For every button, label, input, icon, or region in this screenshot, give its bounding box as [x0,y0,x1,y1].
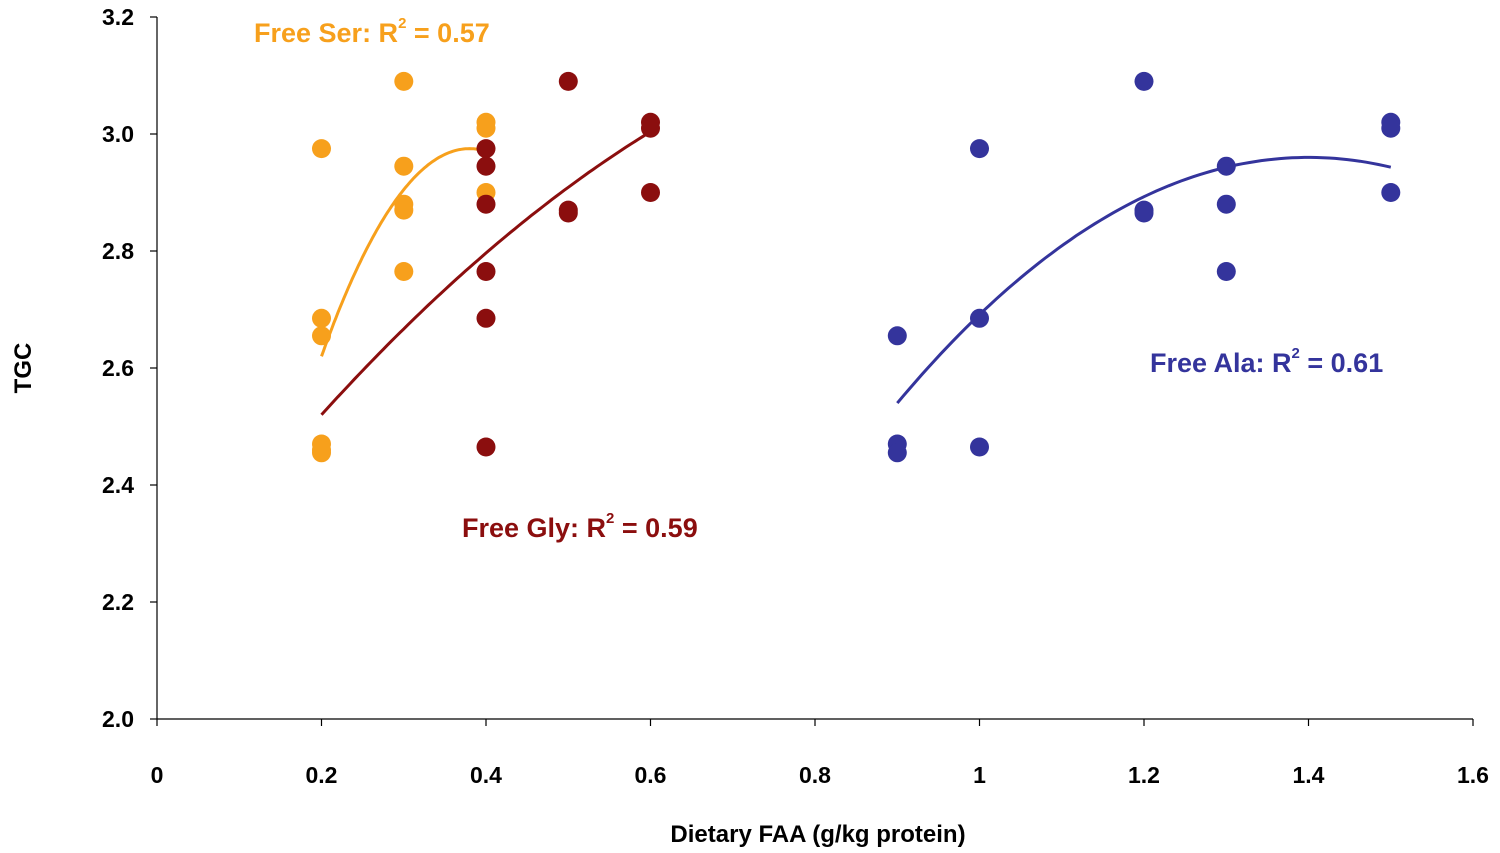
data-point-gly [476,156,496,176]
data-point-gly [476,437,496,457]
data-point-ala [1216,156,1236,176]
data-point-ser [312,139,331,159]
y-tick-label: 3.2 [102,4,134,30]
r2-annotation-ser: Free Ser: R2 = 0.57 [254,15,490,48]
x-tick-label: 0.8 [799,762,831,788]
y-tick-label: 2.4 [102,472,134,498]
x-tick-label: 1 [973,762,986,788]
x-tick-label: 0.4 [470,762,502,788]
y-tick-label: 2.8 [102,238,134,264]
data-point-gly [641,118,660,138]
trend-line-gly [320,130,652,416]
data-point-ala [1134,203,1154,223]
data-point-ala [887,443,907,463]
data-point-ser [476,118,496,138]
data-point-gly [476,262,496,281]
data-point-ala [970,437,989,457]
data-point-ser [312,443,331,463]
data-point-ala [1216,262,1236,281]
y-tick-label: 2.2 [102,589,134,615]
data-point-gly [558,203,578,223]
y-tick-label: 2.0 [102,706,134,732]
data-point-ala [1134,71,1154,91]
y-axis-title: TGC [10,343,37,394]
data-point-ser [394,71,414,91]
r2-annotation-ala: Free Ala: R2 = 0.61 [1150,345,1383,378]
data-point-gly [476,194,496,214]
x-axis-title: Dietary FAA (g/kg protein) [670,821,965,848]
x-tick-label: 0 [151,762,164,788]
data-point-ser [312,308,331,328]
x-tick-label: 1.2 [1128,762,1160,788]
x-tick-label: 0.6 [635,762,667,788]
data-point-gly [476,308,496,328]
data-point-ala [1381,183,1401,202]
data-point-ser [394,200,414,220]
x-tick-label: 1.6 [1457,762,1489,788]
x-tick-label: 0.2 [306,762,338,788]
data-point-ala [970,139,989,159]
data-point-ala [970,308,989,328]
data-point-gly [476,139,496,159]
y-tick-label: 2.6 [102,355,134,381]
data-point-gly [641,183,660,202]
data-point-ser [394,156,414,176]
annotations: Free Ser: R2 = 0.57 Free Gly: R2 = 0.59 Fr… [254,15,1383,543]
r2-annotation-gly: Free Gly: R2 = 0.59 [462,510,698,543]
x-tick-label: 1.4 [1293,762,1325,788]
data-point-ser [394,262,414,281]
data-point-ser [312,326,331,346]
y-tick-label: 3.0 [102,121,134,147]
data-points [312,71,1401,463]
data-point-ala [887,326,907,346]
data-point-ala [1216,194,1236,214]
trend-line-ser [320,147,487,357]
axes: 0 0.2 0.4 0.6 0.8 1 1.2 1.4 1.6 2.0 2.2 2.4 2.6 2.8 3.… [102,4,1489,788]
data-point-gly [558,71,578,91]
data-point-ala [1381,118,1401,138]
